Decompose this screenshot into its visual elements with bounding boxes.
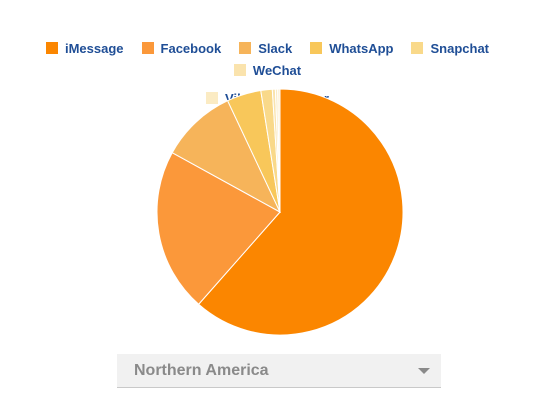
legend-label: Slack xyxy=(258,40,293,56)
legend-label: WeChat xyxy=(252,62,302,78)
legend-swatch xyxy=(310,42,323,54)
legend-label: WhatsApp xyxy=(329,40,394,56)
legend-swatch xyxy=(239,42,252,54)
pie-slice-other[interactable] xyxy=(277,88,281,213)
legend-item-wechat[interactable]: WeChat xyxy=(233,62,302,78)
legend-swatch xyxy=(45,42,58,54)
legend-item-facebook[interactable]: Facebook xyxy=(141,40,222,56)
legend-swatch xyxy=(206,92,219,104)
legend-swatch xyxy=(141,42,154,54)
region-select-value: Northern America xyxy=(134,361,269,379)
legend-label: Snapchat xyxy=(430,40,489,56)
pie-slice-imessage[interactable] xyxy=(197,88,404,336)
pie-slice-facebook[interactable] xyxy=(156,152,281,305)
legend-item-whatsapp[interactable]: WhatsApp xyxy=(310,40,393,56)
region-select[interactable]: Northern America xyxy=(117,354,441,388)
legend-swatch xyxy=(233,64,246,76)
legend-item-imessage[interactable]: iMessage xyxy=(45,40,124,56)
chevron-down-icon xyxy=(418,367,430,374)
pie-slice-slack[interactable] xyxy=(171,100,282,214)
legend-label: iMessage xyxy=(64,40,124,56)
legend-swatch xyxy=(411,42,424,54)
legend-item-snapchat[interactable]: Snapchat xyxy=(411,40,489,56)
legend-label: Facebook xyxy=(160,40,222,56)
legend-item-slack[interactable]: Slack xyxy=(239,40,292,56)
